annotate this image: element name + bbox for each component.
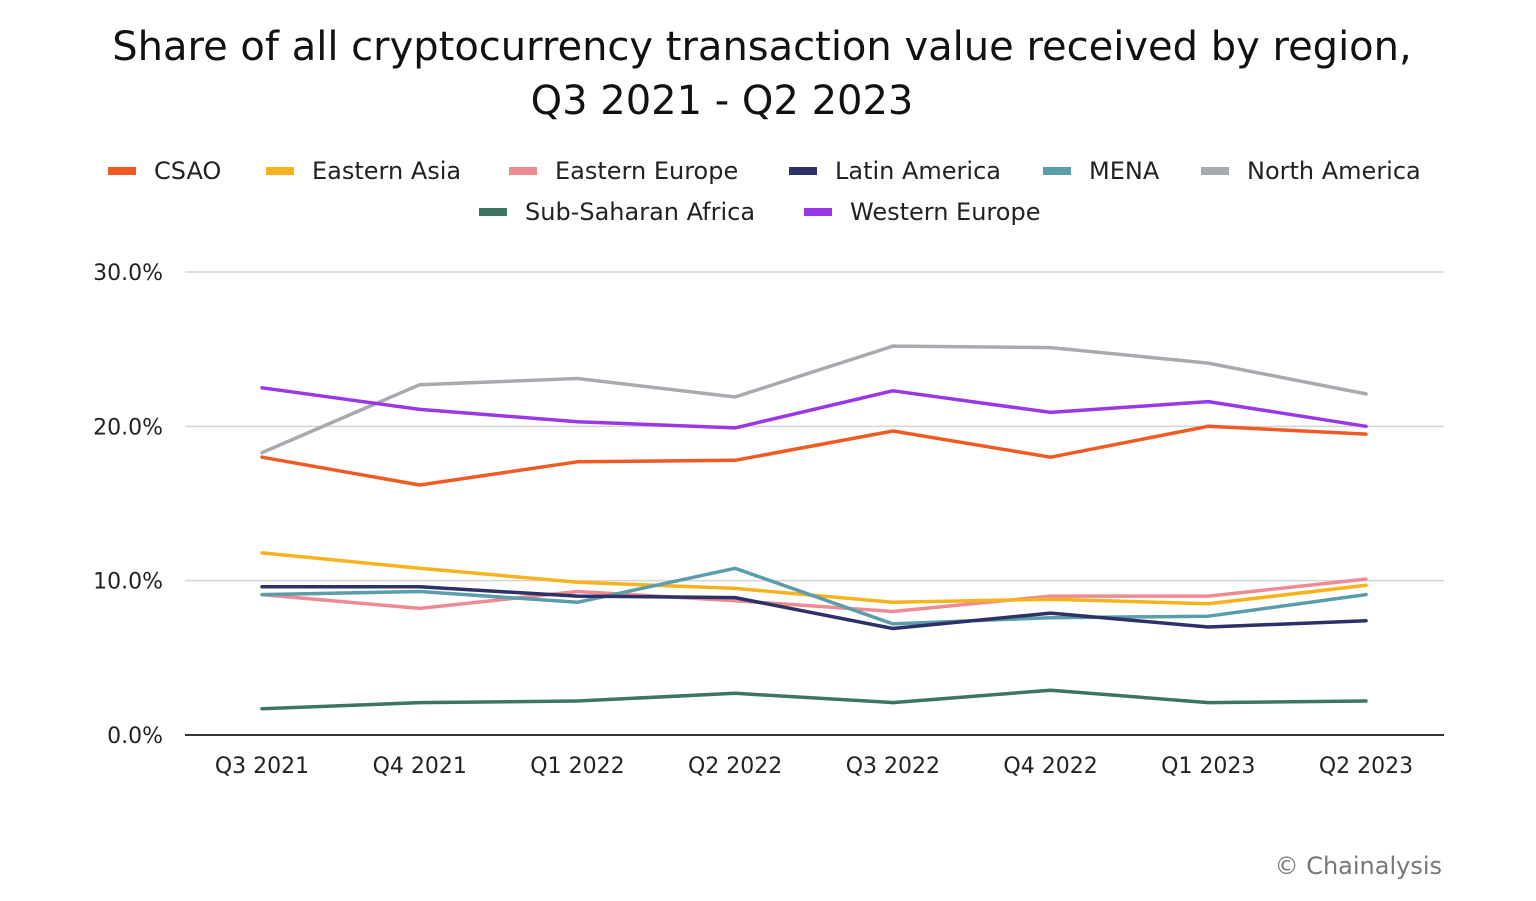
- x-tick-label-5: Q4 2022: [1003, 754, 1097, 779]
- y-tick-label-1: 10.0%: [93, 570, 163, 595]
- legend: CSAO Eastern Asia Eastern Europe Latin Amer…: [108, 157, 1421, 226]
- legend-label-western-europe: Western Europe: [850, 198, 1040, 226]
- x-tick-label-7: Q2 2023: [1319, 754, 1413, 779]
- series-line-latin-america: [260, 585, 1368, 631]
- legend-label-eastern-asia: Eastern Asia: [312, 157, 461, 185]
- series-line-eastern-europe: [260, 577, 1368, 614]
- x-tick-label-3: Q2 2022: [688, 754, 782, 779]
- legend-swatch-csao: [108, 167, 136, 175]
- series-line-north-america: [260, 344, 1368, 455]
- x-tick-label-2: Q1 2022: [530, 754, 624, 779]
- legend-label-eastern-europe: Eastern Europe: [555, 157, 738, 185]
- grid: [185, 271, 1444, 736]
- y-axis-ticks: 0.0% 10.0% 20.0% 30.0%: [93, 261, 163, 749]
- source-credit: © Chainalysis: [1275, 852, 1442, 880]
- chart-subtitle: Q3 2021 - Q2 2023: [531, 78, 914, 124]
- x-tick-label-1: Q4 2021: [373, 754, 467, 779]
- legend-swatch-mena: [1043, 167, 1071, 175]
- series-line-western-europe: [260, 386, 1368, 430]
- x-tick-label-6: Q1 2023: [1161, 754, 1255, 779]
- legend-swatch-north-america: [1201, 167, 1229, 175]
- series-line-sub-saharan-africa: [260, 688, 1368, 711]
- chart-title: Share of all cryptocurrency transaction …: [112, 24, 1411, 70]
- x-tick-label-0: Q3 2021: [215, 754, 309, 779]
- legend-swatch-eastern-asia: [266, 167, 294, 175]
- series-line-csao: [260, 424, 1368, 487]
- legend-label-sub-saharan-africa: Sub-Saharan Africa: [525, 198, 755, 226]
- legend-swatch-western-europe: [804, 208, 832, 216]
- x-axis-ticks: Q3 2021 Q4 2021 Q1 2022 Q2 2022 Q3 2022 Q4 20…: [215, 754, 1413, 779]
- legend-label-mena: MENA: [1089, 157, 1160, 185]
- legend-label-latin-america: Latin America: [835, 157, 1001, 185]
- y-tick-label-0: 0.0%: [107, 724, 163, 749]
- legend-label-csao: CSAO: [154, 157, 221, 185]
- legend-swatch-latin-america: [789, 167, 817, 175]
- legend-label-north-america: North America: [1247, 157, 1421, 185]
- series-lines: [260, 344, 1368, 711]
- legend-swatch-eastern-europe: [509, 167, 537, 175]
- x-tick-label-4: Q3 2022: [846, 754, 940, 779]
- y-tick-label-3: 30.0%: [93, 261, 163, 286]
- legend-swatch-sub-saharan-africa: [479, 208, 507, 216]
- series-line-mena: [260, 566, 1368, 626]
- y-tick-label-2: 20.0%: [93, 415, 163, 440]
